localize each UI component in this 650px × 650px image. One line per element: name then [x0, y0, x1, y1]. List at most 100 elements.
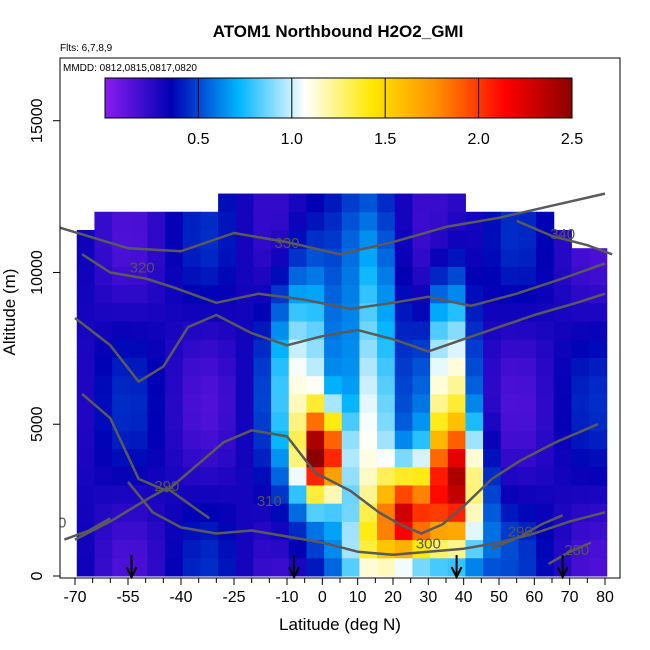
heatmap-cell [306, 375, 325, 395]
heatmap-cell [324, 357, 343, 377]
heatmap-cell [571, 302, 590, 322]
heatmap-cell [165, 412, 184, 431]
heatmap-cell [235, 539, 254, 559]
heatmap-cell [377, 521, 396, 541]
heatmap-cell [235, 211, 254, 231]
heatmap-cell [465, 284, 484, 304]
heatmap-cell [341, 466, 360, 486]
heatmap-cell [324, 284, 343, 304]
heatmap-cell [129, 266, 148, 286]
heatmap-cell [394, 430, 413, 450]
heatmap-cell [306, 466, 325, 486]
heatmap-cell [465, 302, 484, 322]
heatmap-cell [200, 357, 219, 377]
heatmap-cell [518, 229, 537, 249]
heatmap-cell [377, 284, 396, 304]
heatmap-cell [94, 248, 113, 267]
x-tick-label: -40 [169, 589, 192, 606]
heatmap-cell [200, 211, 219, 231]
heatmap-cell [483, 375, 502, 395]
heatmap-cell [553, 357, 572, 377]
heatmap-cell [306, 393, 325, 413]
heatmap-cell [483, 393, 502, 413]
heatmap-cell [147, 248, 166, 267]
contour-line [74, 486, 211, 541]
heatmap-cell [288, 193, 307, 213]
x-tick-label: 0 [318, 589, 327, 606]
heatmap-cell [218, 321, 237, 340]
colorbar-tick-label: 2.0 [467, 131, 489, 148]
heatmap-cell [412, 357, 431, 377]
heatmap-cell [129, 284, 148, 304]
heatmap-cell [536, 503, 555, 522]
heatmap-cell [447, 393, 466, 413]
y-tick-label: 5000 [29, 406, 46, 442]
x-tick-label: 60 [525, 589, 543, 606]
heatmap-cell [500, 229, 519, 249]
heatmap-cell [465, 393, 484, 413]
heatmap-cell [500, 448, 519, 468]
heatmap-cell [394, 284, 413, 304]
heatmap-cell [483, 357, 502, 377]
heatmap-cell [536, 539, 555, 559]
heatmap-cell [253, 211, 272, 231]
heatmap-cell [253, 430, 272, 450]
heatmap-cell [165, 393, 184, 413]
heatmap-cell [218, 448, 237, 468]
heatmap-cell [324, 484, 343, 504]
heatmap-cell [235, 448, 254, 468]
heatmap-cell [200, 393, 219, 413]
heatmap-cell [165, 430, 184, 450]
heatmap-cell [412, 484, 431, 504]
heatmap-cell [394, 266, 413, 286]
heatmap-cell [218, 193, 237, 213]
heatmap-cell [253, 229, 272, 249]
heatmap-cell [536, 339, 555, 358]
heatmap-cell [465, 466, 484, 486]
heatmap-cell [271, 193, 290, 213]
heatmap-cell [341, 393, 360, 413]
heatmap-cell [430, 266, 449, 286]
heatmap-cell [112, 484, 131, 504]
heatmap-cell [147, 375, 166, 395]
heatmap-cell [377, 248, 396, 267]
heatmap-cell [412, 503, 431, 522]
heatmap-cell [200, 521, 219, 541]
heatmap-cell [165, 503, 184, 522]
heatmap-cell [553, 466, 572, 486]
heatmap-cell [253, 357, 272, 377]
heatmap-cell [253, 266, 272, 286]
x-axis: -70 -55 -40 -25 -10 0 10 20 30 40 50 60 70 80 [63, 578, 614, 606]
heatmap-cell [218, 521, 237, 541]
heatmap-cell [324, 375, 343, 395]
heatmap-cell [518, 211, 537, 231]
heatmap-cell [465, 503, 484, 522]
heatmap-cell [253, 193, 272, 213]
heatmap-cell [483, 266, 502, 286]
heatmap-cell [394, 412, 413, 431]
heatmap-cell [465, 375, 484, 395]
heatmap-cell [589, 557, 608, 577]
contour-label: 320 [130, 259, 155, 276]
heatmap-cell [306, 539, 325, 559]
heatmap-cell [235, 466, 254, 486]
heatmap-cell [536, 266, 555, 286]
heatmap-cell [447, 193, 466, 213]
contour-line [491, 514, 564, 550]
heatmap-cell [377, 484, 396, 504]
heatmap-cell [182, 266, 201, 286]
heatmap-cell [571, 557, 590, 577]
heatmap-cell [271, 393, 290, 413]
heatmap-cell [377, 193, 396, 213]
heatmap-cell [359, 412, 378, 431]
heatmap-cell [112, 339, 131, 358]
colorbar-rect [104, 77, 573, 119]
heatmap-cell [553, 321, 572, 340]
heatmap-cell [129, 321, 148, 340]
heatmap-cell [253, 393, 272, 413]
y-axis: 0 5000 10000 15000 [29, 98, 60, 580]
heatmap-cell [571, 521, 590, 541]
heatmap-cell [271, 484, 290, 504]
heatmap-cell [447, 448, 466, 468]
heatmap-cell [271, 266, 290, 286]
